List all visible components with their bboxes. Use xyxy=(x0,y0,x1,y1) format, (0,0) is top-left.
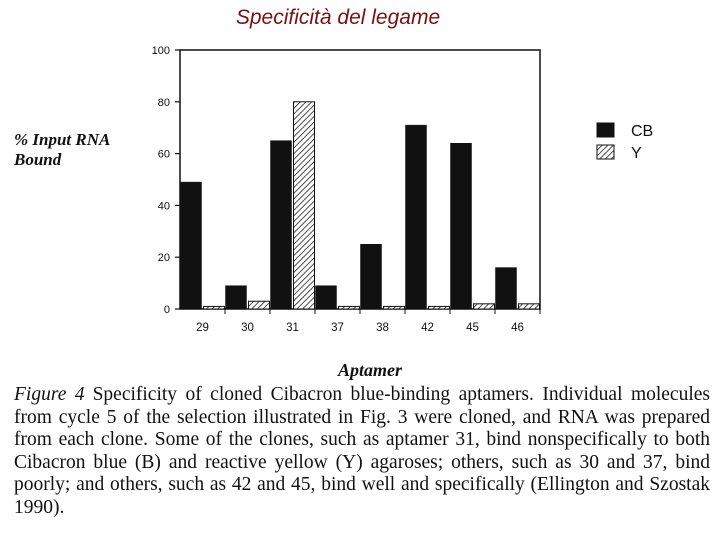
plot-area: 0 20 40 60 80 100 29 30 31 37 38 42 45 46 xyxy=(152,45,541,334)
x-axis-title: Aptamer xyxy=(337,360,402,380)
legend-label-cb: CB xyxy=(631,123,653,140)
y-axis-label-line-2: Bound xyxy=(14,150,62,169)
legend-label-y: Y xyxy=(631,145,642,162)
figure-caption: Figure 4 Specificity of cloned Cibacron b… xyxy=(14,384,710,519)
y-tick-label: 20 xyxy=(158,252,170,264)
figure-label: Figure 4 xyxy=(14,384,85,405)
y-axis-label: % Input RNA Bound xyxy=(14,130,154,170)
bar-cb-38 xyxy=(360,244,382,310)
bar-y-38 xyxy=(383,305,405,310)
bar-cb-46 xyxy=(495,267,517,310)
bar-cb-42 xyxy=(405,124,427,310)
legend-swatch-cb xyxy=(596,122,615,138)
x-tick-label: 29 xyxy=(196,322,209,334)
caption-text: Specificity of cloned Cibacron blue-bind… xyxy=(14,384,710,518)
legend-swatch-y xyxy=(596,144,615,160)
bar-y-37 xyxy=(338,305,360,310)
y-tick-label: 40 xyxy=(158,200,170,212)
x-tick-label: 31 xyxy=(286,322,299,334)
bar-y-45 xyxy=(473,303,495,310)
plot-frame xyxy=(179,49,541,310)
bar-cb-29 xyxy=(180,181,202,310)
x-tick-label: 42 xyxy=(421,322,434,334)
x-tick-label: 45 xyxy=(466,322,479,334)
bar-y-42 xyxy=(428,305,450,310)
bar-cb-31 xyxy=(270,140,292,310)
bar-y-31 xyxy=(293,101,315,310)
legend: CB Y xyxy=(596,122,653,162)
slide-title: Specificità del legame xyxy=(235,6,441,29)
bar-cb-45 xyxy=(450,142,472,310)
x-tick-label: 30 xyxy=(241,322,254,334)
x-tick-label: 38 xyxy=(376,322,389,334)
y-tick-label: 0 xyxy=(164,304,170,316)
bar-cb-30 xyxy=(225,285,247,310)
y-tick-label: 100 xyxy=(152,45,170,57)
bar-y-29 xyxy=(203,305,225,310)
bar-y-30 xyxy=(248,300,270,310)
x-tick-label: 46 xyxy=(511,322,524,334)
y-axis-label-line-1: % Input RNA xyxy=(14,130,111,149)
x-tick-label: 37 xyxy=(331,322,344,334)
y-tick-label: 60 xyxy=(158,149,170,161)
bar-cb-37 xyxy=(315,285,337,310)
bar-y-46 xyxy=(518,303,540,310)
y-tick-label: 80 xyxy=(158,97,170,109)
